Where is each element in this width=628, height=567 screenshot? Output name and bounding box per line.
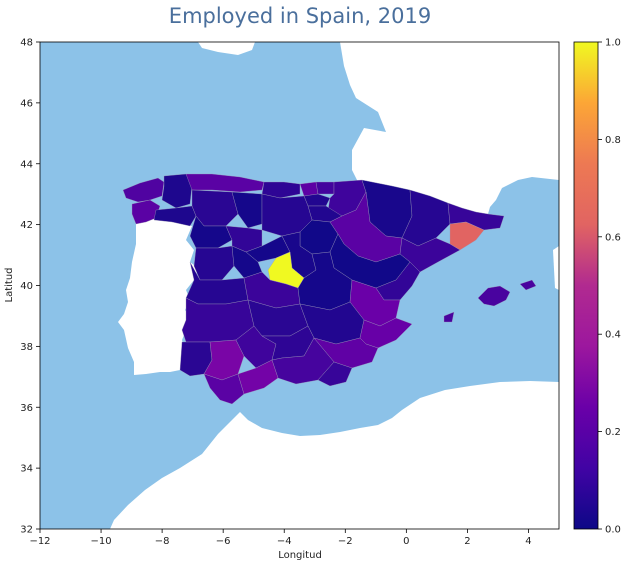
y-axis-label: Latitud xyxy=(4,267,15,302)
y-tick-label: 44 xyxy=(20,159,33,170)
colorbar-tick-label: 0.8 xyxy=(605,135,621,146)
province-salamanca[interactable] xyxy=(193,245,235,281)
province-malaga[interactable] xyxy=(237,359,279,395)
y-tick-label: 42 xyxy=(20,220,33,231)
province-cadiz[interactable] xyxy=(203,373,245,405)
corsica-land xyxy=(553,246,559,290)
africa-land xyxy=(110,381,559,529)
x-tick-label: 2 xyxy=(464,536,470,547)
colorbar-tick-label: 0.2 xyxy=(605,427,621,438)
x-tick-label: −10 xyxy=(91,536,112,547)
colorbar-tick-label: 0.0 xyxy=(605,525,621,536)
x-tick-label: −6 xyxy=(216,536,231,547)
province-zamora[interactable] xyxy=(189,215,233,249)
colorbar-ticks: 0.0 0.2 0.4 0.6 0.8 1.0 xyxy=(598,38,621,536)
x-tick-label: 0 xyxy=(403,536,409,547)
map-title: Employed in Spain, 2019 xyxy=(168,4,432,28)
x-tick-label: −8 xyxy=(155,536,170,547)
x-tick-label: 4 xyxy=(525,536,531,547)
colorbar-tick-label: 0.6 xyxy=(605,232,621,243)
y-tick-label: 46 xyxy=(20,98,33,109)
colorbar-tick-label: 1.0 xyxy=(605,38,621,49)
province-almeria[interactable] xyxy=(317,361,353,387)
france-land xyxy=(340,42,559,214)
y-tick-label: 38 xyxy=(20,342,33,353)
map-area xyxy=(40,42,559,529)
x-tick-label: −2 xyxy=(338,536,353,547)
y-tick-label: 36 xyxy=(20,403,33,414)
colorbar xyxy=(573,41,599,530)
x-tick-label: −4 xyxy=(277,536,292,547)
province-baleares[interactable] xyxy=(443,279,537,323)
x-tick-label: −12 xyxy=(29,536,50,547)
colorbar-tick-label: 0.4 xyxy=(605,330,621,341)
province-pontevedra[interactable] xyxy=(131,199,161,225)
province-ourense[interactable] xyxy=(153,205,197,227)
y-axis: 32 34 36 38 40 42 44 46 48 xyxy=(20,38,40,536)
britain-land xyxy=(198,42,255,55)
y-tick-label: 40 xyxy=(20,281,33,292)
x-axis-label: Longitud xyxy=(278,550,322,561)
spain-provinces xyxy=(122,173,537,405)
province-asturias[interactable] xyxy=(185,173,265,193)
y-tick-label: 34 xyxy=(20,464,33,475)
province-guipuzcoa[interactable] xyxy=(315,181,335,195)
province-palencia[interactable] xyxy=(231,191,263,229)
y-tick-label: 48 xyxy=(20,38,33,49)
province-a-coruna[interactable] xyxy=(122,177,165,203)
portugal-land xyxy=(118,218,198,375)
x-axis: −12 −10 −8 −6 −4 −2 0 2 4 xyxy=(29,529,532,547)
y-tick-label: 32 xyxy=(20,525,33,536)
